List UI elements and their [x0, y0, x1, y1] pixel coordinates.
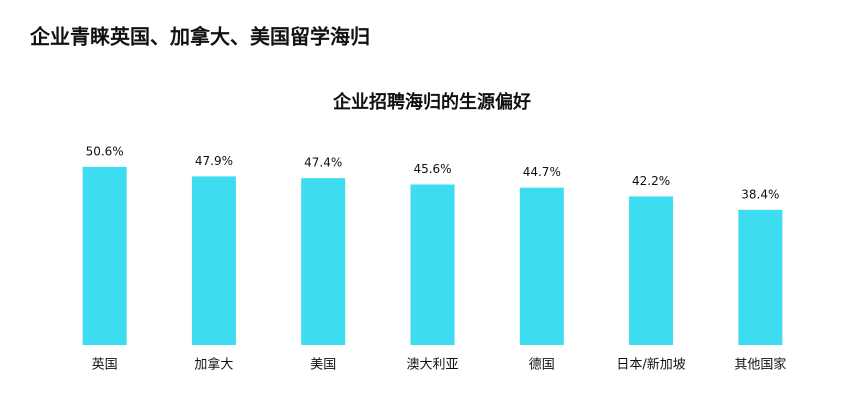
bar — [191, 176, 236, 345]
value-label: 42.2% — [632, 174, 670, 188]
value-label: 47.4% — [304, 156, 342, 170]
bar — [410, 184, 455, 345]
x-tick-label: 澳大利亚 — [406, 357, 458, 373]
x-tick-label: 美国 — [310, 358, 336, 373]
page-title: 企业青睐英国、加拿大、美国留学海归 — [29, 25, 370, 49]
value-label: 45.6% — [413, 162, 451, 176]
x-tick-label: 加拿大 — [194, 357, 233, 373]
x-tick-label: 英国 — [92, 358, 118, 373]
bar — [82, 166, 127, 345]
value-label: 50.6% — [86, 144, 124, 158]
value-label: 47.9% — [195, 154, 233, 168]
chart-title: 企业招聘海归的生源偏好 — [332, 91, 531, 113]
x-tick-label: 日本/新加坡 — [616, 357, 685, 373]
value-label: 38.4% — [741, 187, 779, 201]
value-label: 44.7% — [523, 165, 561, 179]
bar — [519, 187, 564, 345]
bar — [629, 196, 674, 345]
x-tick-label: 其他国家 — [734, 357, 786, 373]
bar — [301, 178, 346, 345]
x-tick-label: 德国 — [529, 358, 555, 373]
bar — [738, 209, 783, 345]
